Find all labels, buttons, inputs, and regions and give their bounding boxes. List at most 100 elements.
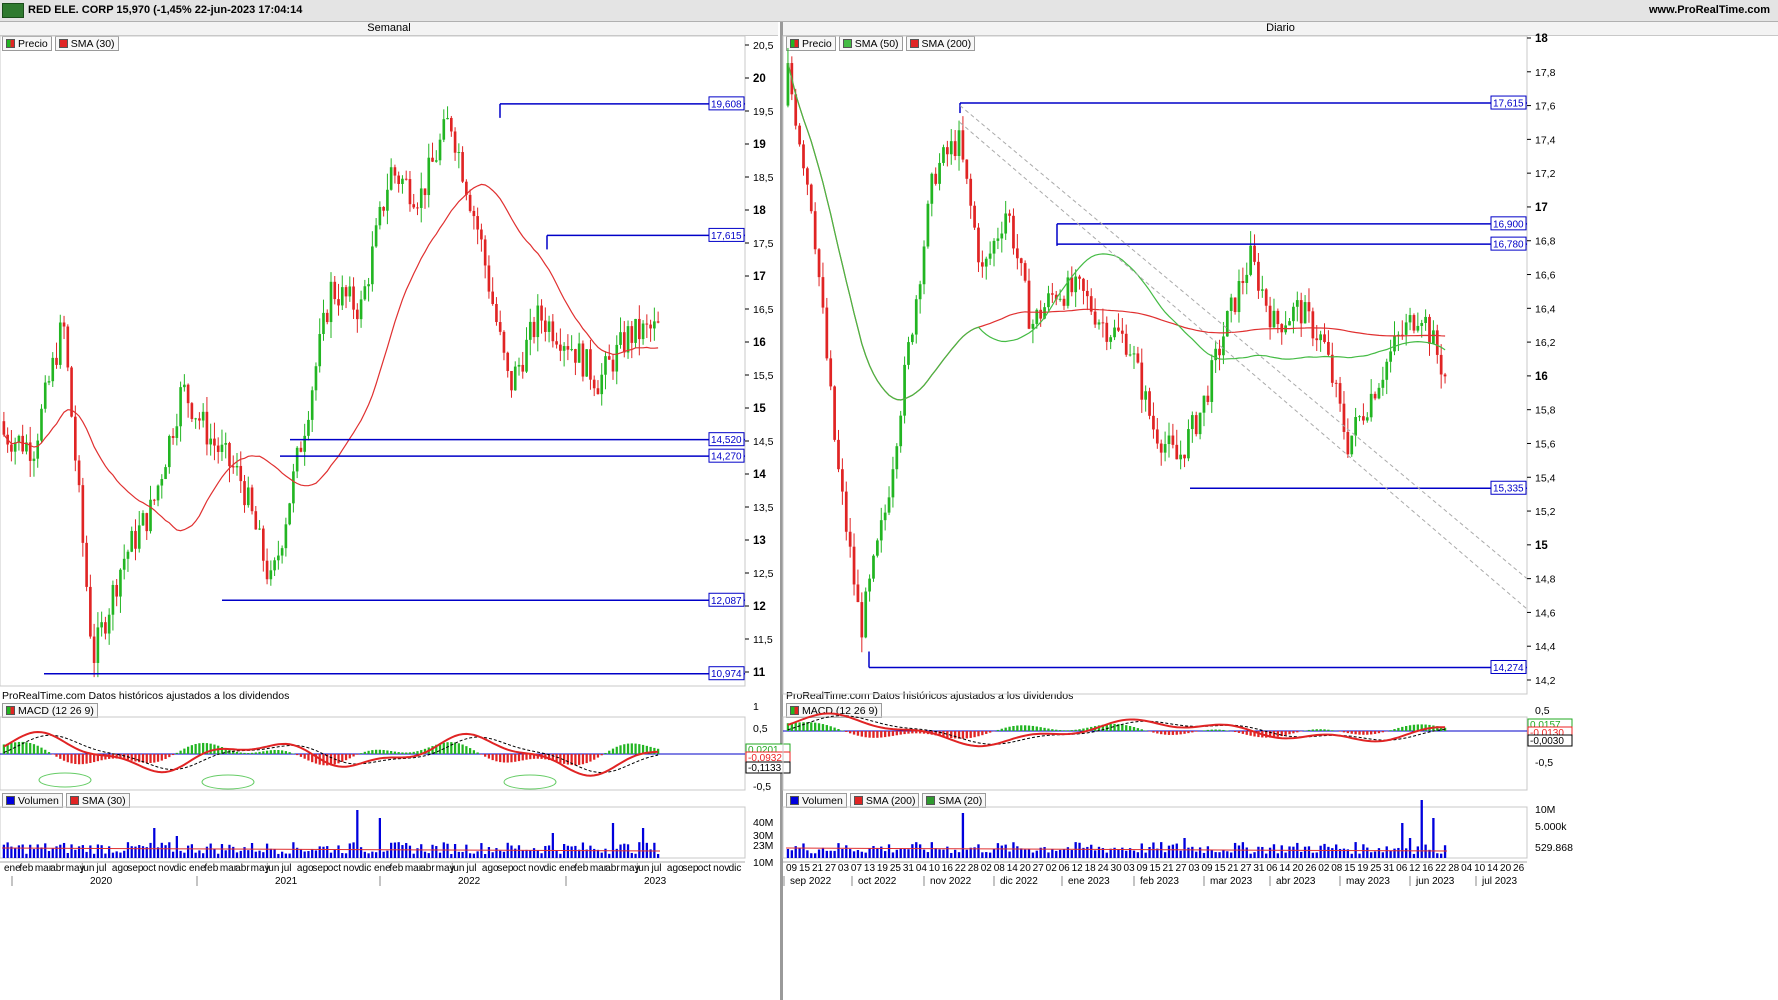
- left-level-label: 14,520: [711, 435, 742, 446]
- left-month-label: mar: [590, 863, 608, 874]
- right-candle-body: [813, 211, 817, 250]
- right-candle-body: [1132, 353, 1136, 355]
- legend-volume-sma200[interactable]: SMA (200): [849, 793, 920, 808]
- left-candle-body: [574, 349, 577, 363]
- left-candle-body: [487, 265, 491, 292]
- left-candle-body: [600, 374, 604, 395]
- left-price-tick-label: 19,5: [753, 106, 774, 118]
- right-candle-body: [790, 63, 794, 95]
- right-candle-body: [860, 602, 864, 638]
- right-trend-channel-lower: [959, 122, 1528, 610]
- left-month-label: ene: [189, 863, 206, 874]
- left-candle-body: [277, 555, 280, 561]
- right-day-label: 04: [916, 863, 928, 874]
- left-candle-body: [280, 548, 284, 556]
- right-level-label: 16,780: [1493, 240, 1524, 251]
- panel-divider[interactable]: [780, 22, 783, 1000]
- right-day-label: 18: [1085, 863, 1097, 874]
- left-candle-body: [224, 443, 228, 445]
- right-candle-body: [1416, 325, 1420, 331]
- left-candle-body: [213, 438, 216, 446]
- left-candle-body: [540, 305, 543, 321]
- left-month-label: feb: [574, 863, 588, 874]
- left-candle-body: [228, 443, 231, 467]
- left-candle-body: [427, 157, 431, 196]
- right-day-label: 09: [1137, 863, 1149, 874]
- right-candle-body: [907, 342, 910, 365]
- right-candle-body: [1031, 323, 1035, 329]
- legend-volume[interactable]: Volumen: [2, 793, 63, 808]
- left-candle-body: [589, 349, 592, 380]
- legend-macd[interactable]: MACD (12 26 9): [2, 703, 98, 718]
- left-macd-axis-label: -0,5: [753, 781, 771, 793]
- legend-volume-sma30[interactable]: SMA (30): [65, 793, 130, 808]
- right-day-label: 14: [1487, 863, 1499, 874]
- left-candle-body: [517, 364, 521, 367]
- legend-price-daily[interactable]: Precio: [786, 36, 836, 51]
- legend-macd-daily[interactable]: MACD (12 26 9): [786, 703, 882, 718]
- left-candle-body: [649, 324, 652, 329]
- left-level-label: 10,974: [711, 669, 742, 680]
- left-level-label: 17,615: [711, 231, 742, 242]
- right-day-label: 25: [1370, 863, 1382, 874]
- right-month-label: feb 2023: [1140, 876, 1179, 887]
- right-candle-body: [934, 173, 938, 184]
- left-candle-body: [502, 331, 506, 353]
- left-price-tick-label: 14: [753, 469, 766, 481]
- left-candle-body: [555, 341, 558, 345]
- right-day-label: 27: [1033, 863, 1045, 874]
- left-month-label: jun: [450, 863, 464, 874]
- right-candle-body: [1171, 435, 1175, 445]
- right-price-tick-label: 14,6: [1535, 607, 1556, 619]
- right-candle-body: [1319, 334, 1322, 341]
- left-candle-body: [168, 435, 171, 468]
- right-sma-line: [787, 62, 1446, 401]
- legend-sma200[interactable]: SMA (200): [905, 36, 976, 51]
- right-candle-body: [1089, 296, 1093, 312]
- right-day-label: 20: [1292, 863, 1304, 874]
- right-day-label: 04: [1461, 863, 1473, 874]
- legend-price[interactable]: Precio: [2, 36, 52, 51]
- right-day-label: 22: [1435, 863, 1447, 874]
- left-level-label-box: [708, 448, 745, 463]
- right-candle-body: [825, 307, 829, 359]
- right-level-label: 14,274: [1493, 663, 1524, 674]
- left-month-label: jul: [651, 863, 662, 874]
- right-candle-body: [1050, 293, 1054, 295]
- right-candle-body: [988, 253, 992, 259]
- legend-sma50[interactable]: SMA (50): [838, 36, 903, 51]
- left-level-label-box: [708, 96, 745, 111]
- right-candle-body: [1315, 338, 1319, 341]
- right-candle-body: [1074, 276, 1078, 293]
- left-candle-body: [164, 467, 167, 480]
- left-month-label: oct: [513, 863, 527, 874]
- right-month-label: jun 2023: [1415, 876, 1455, 887]
- right-candle-body: [1435, 330, 1439, 355]
- right-candle-body: [1023, 263, 1027, 281]
- app-logo: [2, 3, 24, 18]
- left-candle-body: [85, 542, 88, 587]
- legend-sma30[interactable]: SMA (30): [54, 36, 119, 51]
- legend-volume-daily[interactable]: Volumen: [786, 793, 847, 808]
- left-candle-body: [547, 321, 551, 332]
- right-candle-body: [1373, 393, 1377, 399]
- right-candle-body: [1334, 382, 1338, 384]
- left-candle-body: [66, 326, 70, 368]
- right-candle-body: [957, 130, 961, 156]
- right-candle-body: [1101, 322, 1105, 324]
- legend-volume-sma20[interactable]: SMA (20): [922, 793, 987, 808]
- left-candle-body: [340, 287, 344, 306]
- right-candle-body: [1140, 362, 1144, 400]
- right-candle-body: [1303, 302, 1307, 324]
- right-day-label: 06: [1396, 863, 1408, 874]
- right-day-label: 27: [1240, 863, 1252, 874]
- left-month-label: nov: [158, 863, 174, 874]
- left-candle-body: [111, 584, 115, 615]
- right-candle-body: [1066, 277, 1070, 306]
- left-price-tick-label: 13: [753, 535, 766, 547]
- left-macd-value-box: [745, 743, 791, 756]
- right-candle-body: [1175, 444, 1179, 460]
- left-level-label-box: [708, 592, 745, 607]
- site-link[interactable]: www.ProRealTime.com: [1648, 4, 1770, 16]
- right-candle-body: [992, 240, 996, 254]
